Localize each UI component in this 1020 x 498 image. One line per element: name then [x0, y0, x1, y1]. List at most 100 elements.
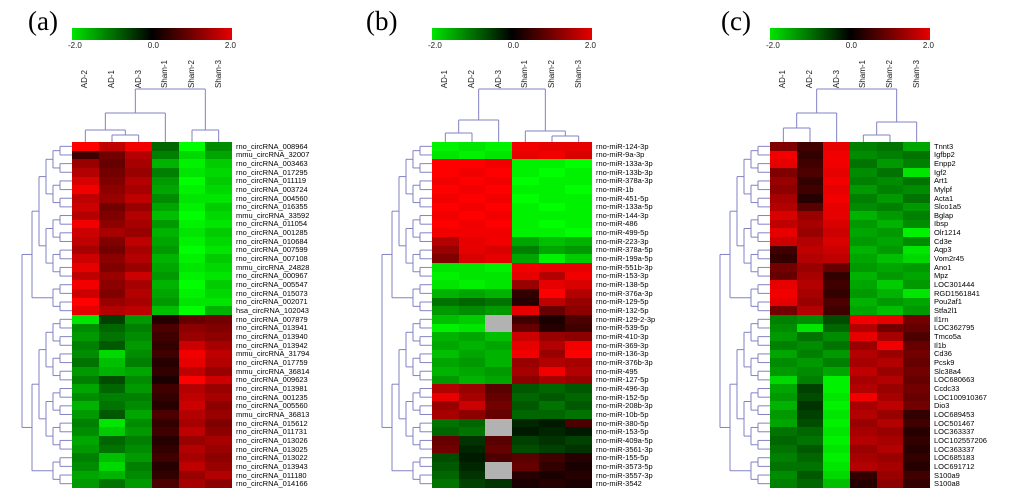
heatmap-cell	[565, 384, 592, 393]
heatmap-cell	[770, 453, 797, 463]
heatmap-cell	[511, 470, 539, 480]
heatmap-cell	[205, 185, 232, 194]
row-label: rno_circRNA_011119	[236, 176, 307, 186]
heatmap-cell	[796, 418, 824, 428]
heatmap-cell	[511, 462, 539, 471]
heatmap-cell	[458, 314, 486, 324]
heatmap-cell	[849, 159, 877, 168]
heatmap-cell	[485, 358, 512, 367]
heatmap-cell	[876, 314, 904, 324]
heatmap-cell	[565, 418, 592, 428]
heatmap-cell	[485, 418, 512, 428]
column-label: AD-3	[133, 69, 143, 88]
heatmap-cell	[565, 150, 592, 160]
heatmap-cell	[796, 358, 824, 367]
heatmap-cell	[178, 228, 206, 238]
heatmap-cell	[796, 375, 824, 385]
heatmap-cell	[538, 340, 566, 350]
heatmap-cell	[903, 202, 930, 212]
heatmap-cell	[565, 479, 592, 488]
heatmap-cell	[151, 349, 179, 359]
row-label: rno-miR-410-3p	[596, 332, 649, 342]
row-label: rno_circRNA_013940	[236, 332, 308, 342]
heatmap-cell	[458, 167, 486, 177]
heatmap-cell	[823, 167, 850, 177]
color-scale-bar	[432, 28, 592, 40]
heatmap-cell	[125, 271, 152, 281]
heatmap-cell	[151, 375, 179, 385]
heatmap-cell	[458, 202, 486, 212]
heatmap-cell	[151, 202, 179, 212]
column-label: Sham-3	[911, 59, 921, 88]
row-label: Vom2r45	[934, 254, 965, 264]
heatmap-cell	[796, 366, 824, 376]
heatmap-cell	[72, 453, 99, 463]
heatmap-cell	[432, 375, 459, 385]
heatmap-cell	[876, 358, 904, 367]
heatmap-cell	[151, 332, 179, 341]
heatmap-cell	[458, 470, 486, 480]
heatmap-cell	[876, 271, 904, 281]
heatmap-cell	[125, 306, 152, 315]
column-label: AD-1	[778, 69, 788, 88]
heatmap-cell	[178, 185, 206, 194]
heatmap-cell	[796, 254, 824, 264]
heatmap-cell	[770, 176, 797, 186]
heatmap-cell	[485, 375, 512, 385]
heatmap-cell	[98, 211, 126, 220]
row-label: LOC100910367	[934, 392, 987, 402]
row-label: rno-miR-9a-3p	[596, 150, 645, 160]
heatmap-cell	[178, 193, 206, 203]
row-label: rno_circRNA_016355	[236, 202, 308, 212]
heatmap-cell	[72, 444, 99, 454]
row-label: rno-miR-129-2-3p	[596, 314, 656, 324]
row-label: rno_circRNA_003463	[236, 158, 308, 168]
heatmap-cell	[432, 271, 459, 281]
heatmap-cell	[511, 297, 539, 307]
heatmap-cell	[849, 167, 877, 177]
row-label: mmu_circRNA_31794	[236, 349, 310, 359]
row-label: rno_circRNA_003724	[236, 184, 308, 194]
heatmap-cell	[876, 418, 904, 428]
heatmap-cell	[485, 185, 512, 194]
heatmap-cell	[72, 245, 99, 255]
heatmap-cell	[98, 219, 126, 229]
heatmap-cell	[903, 366, 930, 376]
heatmap-cell	[796, 176, 824, 186]
row-label: rno-miR-539-5p	[596, 323, 649, 333]
heatmap-cell	[511, 211, 539, 220]
heatmap-cell	[770, 228, 797, 238]
heatmap-cell	[151, 159, 179, 168]
heatmap-cell	[178, 271, 206, 281]
heatmap-cell	[458, 237, 486, 246]
row-dendrogram	[21, 145, 72, 485]
heatmap-cell	[511, 392, 539, 402]
heatmap-cell	[538, 271, 566, 281]
heatmap-cell	[538, 410, 566, 419]
heatmap-cell	[485, 176, 512, 186]
heatmap-cell	[432, 453, 459, 463]
row-label: Slco1a5	[934, 202, 962, 212]
heatmap-cell	[98, 254, 126, 264]
heatmap-cell	[876, 410, 904, 419]
heatmap-cell	[72, 349, 99, 359]
heatmap-cell	[796, 392, 824, 402]
heatmap-cell	[565, 245, 592, 255]
heatmap-cell	[770, 332, 797, 341]
heatmap-cell	[98, 444, 126, 454]
row-label: rno-miR-133b-3p	[596, 167, 653, 177]
heatmap-cell	[770, 410, 797, 419]
heatmap-cell	[485, 436, 512, 445]
column-label: AD-2	[805, 69, 814, 88]
heatmap-cell	[823, 280, 850, 290]
heatmap-cell	[125, 340, 152, 350]
heatmap-cell	[565, 237, 592, 246]
heatmap-cell	[565, 366, 592, 376]
heatmap-cell	[125, 349, 152, 359]
heatmap-cell	[125, 185, 152, 194]
heatmap-cell	[205, 228, 232, 238]
heatmap-cell	[98, 427, 126, 437]
heatmap-cell	[903, 193, 930, 203]
heatmap-cell	[876, 176, 904, 186]
heatmap-cell	[565, 323, 592, 333]
